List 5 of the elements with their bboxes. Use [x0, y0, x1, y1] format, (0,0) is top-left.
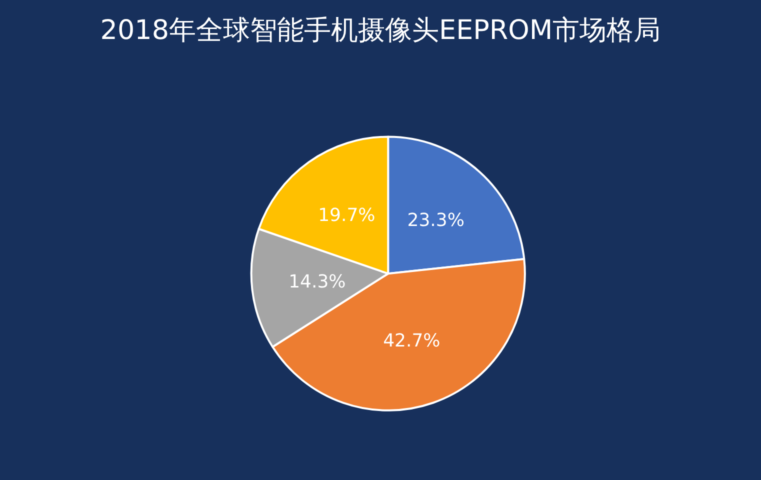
chart-title: 2018年全球智能手机摄像头EEPROM市场格局	[100, 15, 661, 46]
data-label: 19.7%	[318, 204, 376, 226]
data-label: 42.7%	[383, 330, 440, 352]
data-label: 14.3%	[288, 271, 346, 292]
data-label: 23.3%	[407, 210, 464, 231]
